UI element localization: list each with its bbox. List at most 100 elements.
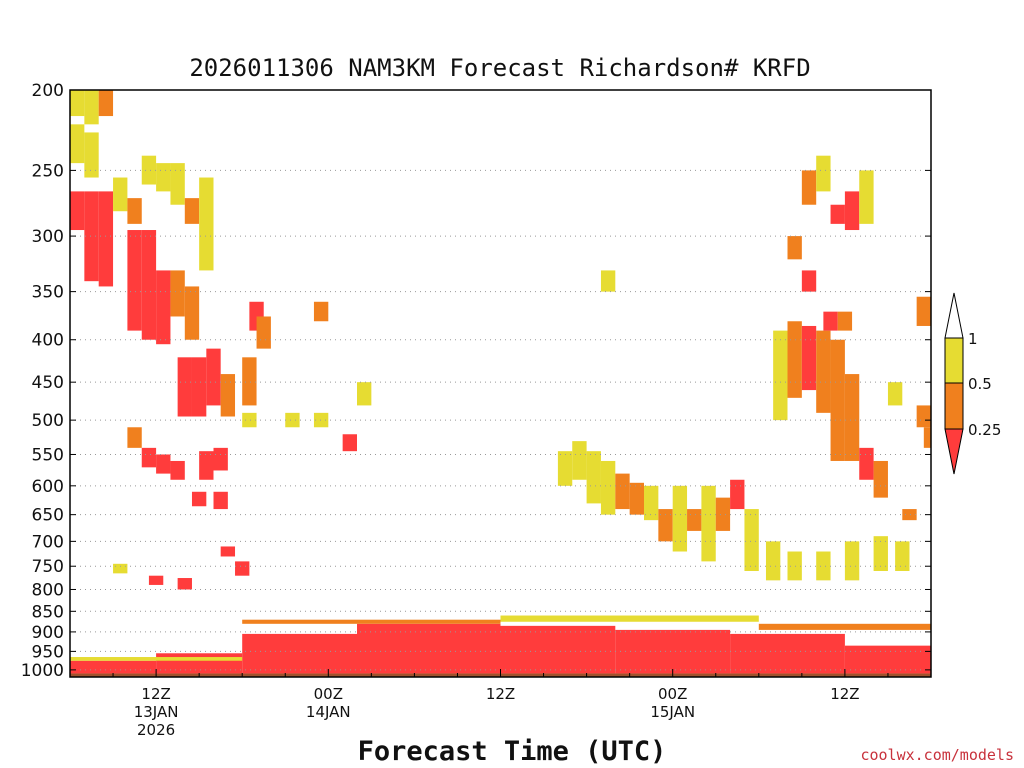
color-scale-legend: 1 0.5 0.25	[944, 292, 1001, 475]
ri-cell	[629, 482, 644, 515]
ri-cell	[98, 191, 114, 287]
ri-cell	[715, 497, 731, 531]
ri-cell	[156, 270, 171, 345]
low-band-cell	[242, 633, 357, 674]
ri-cell	[127, 198, 142, 224]
ri-cell	[844, 541, 860, 581]
ri-cell	[873, 460, 888, 498]
ri-cell	[285, 412, 300, 428]
ri-cell	[191, 357, 207, 417]
low-band-cell	[844, 645, 931, 674]
y-tick-label: 700	[32, 532, 64, 552]
ri-cell	[830, 204, 845, 224]
ri-cell	[916, 405, 931, 428]
ri-cell	[557, 451, 573, 486]
ri-cell	[701, 485, 716, 562]
low-band-cell	[156, 653, 243, 674]
ri-cell	[730, 479, 745, 510]
ri-cell	[70, 90, 85, 117]
ri-cell	[342, 434, 357, 452]
ri-cell	[235, 561, 250, 576]
low-band-cell	[758, 623, 931, 630]
y-tick-label: 1000	[21, 661, 64, 681]
ri-cell	[923, 427, 931, 448]
ri-cell	[902, 509, 917, 521]
ri-cell	[220, 546, 236, 557]
credit-text: coolwx.com/models	[860, 746, 1014, 764]
y-axis: 200 250 300 350 400 450 500 550 600 650 700 750 8008…	[21, 81, 931, 681]
y-tick-label: 850	[32, 602, 64, 622]
ri-cell	[156, 454, 171, 474]
x-tick-label: 2026	[137, 721, 175, 739]
ri-cell	[773, 330, 788, 421]
x-axis-label: Forecast Time (UTC)	[358, 736, 667, 767]
ri-cell	[744, 509, 759, 571]
low-band-cell	[615, 629, 731, 674]
y-tick-label: 250	[32, 161, 64, 181]
ri-cell	[615, 473, 630, 510]
ri-cell	[801, 170, 817, 205]
ri-cell	[184, 286, 200, 340]
ri-cell	[787, 551, 802, 581]
y-tick-label: 900	[32, 623, 64, 643]
y-tick-label: 450	[32, 373, 64, 393]
ri-cell	[206, 348, 221, 406]
ri-cell	[191, 491, 207, 507]
ri-cell	[313, 412, 329, 428]
plot-frame	[69, 89, 932, 678]
ri-cell	[586, 451, 601, 504]
ri-cell	[113, 563, 128, 574]
ri-cell	[199, 177, 214, 271]
ri-cell	[70, 191, 85, 231]
data-cells	[70, 90, 931, 677]
ri-cell	[801, 270, 817, 292]
x-tick-label: 15JAN	[650, 703, 695, 721]
y-tick-label: 550	[32, 445, 64, 465]
y-tick-label: 500	[32, 411, 64, 431]
ri-cell	[242, 412, 257, 428]
ri-cell	[823, 311, 838, 331]
y-tick-label: 400	[32, 331, 64, 351]
ri-cell	[600, 460, 616, 515]
ri-cell	[816, 155, 831, 192]
ri-cell	[177, 578, 192, 590]
ri-cell	[844, 191, 860, 231]
ri-cell	[672, 485, 688, 552]
legend-label: 0.5	[968, 375, 992, 393]
ri-cell	[70, 124, 85, 164]
y-tick-label: 950	[32, 642, 64, 662]
low-band-cell	[70, 660, 157, 674]
legend-swatch-gt1	[944, 292, 964, 339]
ri-cell	[199, 451, 214, 480]
ri-cell	[170, 460, 185, 480]
y-tick-label: 300	[32, 227, 64, 247]
ri-cell	[859, 447, 874, 480]
x-tick-label: 12Z	[486, 685, 515, 703]
ri-cell	[830, 339, 845, 461]
ri-cell	[177, 357, 192, 417]
y-tick-label: 350	[32, 283, 64, 303]
legend-swatch-0.25-0.5	[944, 382, 964, 430]
legend-swatch-lt0.25	[944, 428, 964, 475]
ri-cell	[801, 325, 817, 391]
ri-cell	[572, 441, 587, 480]
ri-cell	[127, 427, 142, 448]
ri-cell	[644, 485, 659, 521]
low-band-cell	[242, 619, 501, 624]
legend-swatch-0.5-1	[944, 337, 964, 384]
ri-cell	[113, 177, 128, 212]
ri-cell	[213, 491, 228, 510]
ri-cell	[84, 132, 99, 178]
ri-cell	[873, 536, 888, 571]
y-tick-label: 800	[32, 580, 64, 600]
ri-cell	[141, 230, 157, 340]
low-band-cell	[500, 615, 759, 622]
ri-cell	[600, 270, 616, 292]
low-band-cell	[730, 633, 845, 674]
ri-cell	[357, 382, 372, 406]
x-tick-label: 13JAN	[134, 703, 179, 721]
ri-cell	[84, 90, 99, 125]
x-tick-label: 12Z	[141, 685, 170, 703]
ri-cell	[256, 316, 271, 349]
